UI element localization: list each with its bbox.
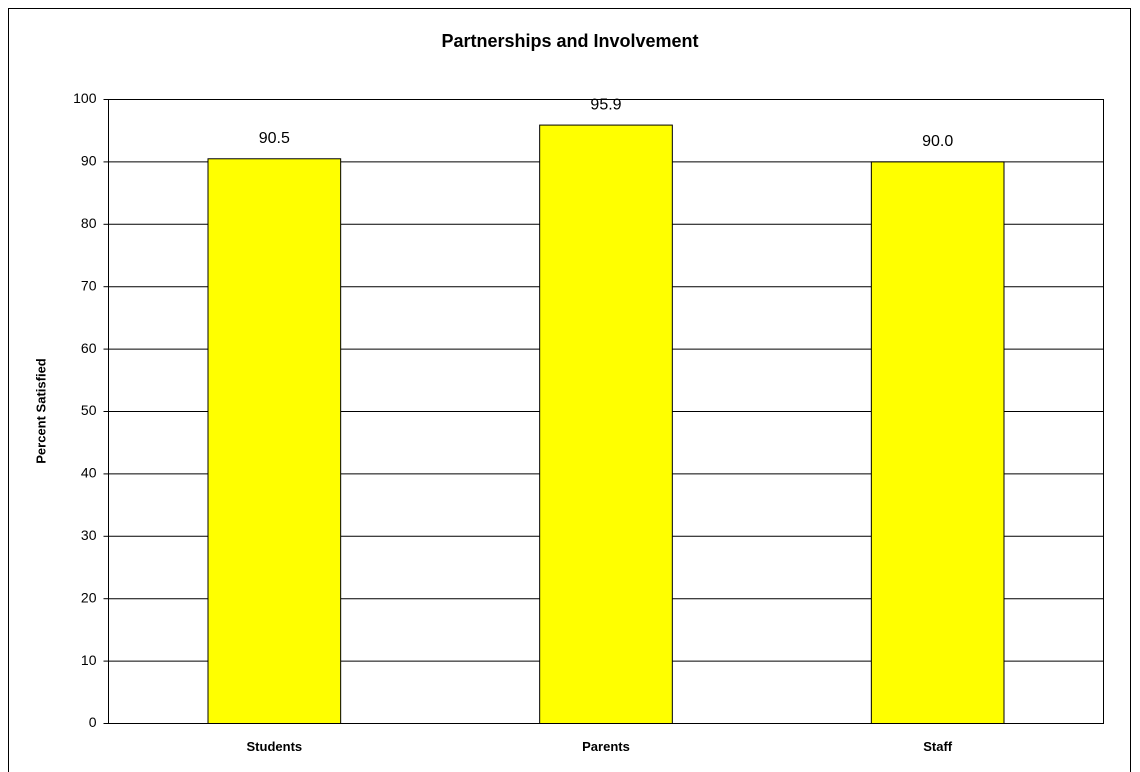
bar (870, 161, 1005, 724)
y-tick-label: 80 (81, 215, 97, 231)
bar (539, 124, 673, 725)
y-tick-label: 60 (81, 340, 97, 356)
y-tick-label: 30 (81, 527, 97, 543)
x-tick-label: Staff (923, 739, 953, 754)
y-tick-label: 40 (81, 465, 97, 481)
y-tick-label: 90 (81, 153, 97, 169)
y-tick-label: 70 (81, 277, 97, 293)
value-label: 90.5 (259, 130, 290, 147)
y-axis-label: Percent Satisfied (33, 358, 48, 464)
x-tick-label: Students (247, 739, 303, 754)
x-tick-label: Parents (582, 739, 630, 754)
y-tick-label: 0 (89, 714, 97, 730)
value-label: 95.9 (590, 96, 621, 113)
chart-title: Partnerships and Involvement (441, 31, 698, 51)
bar (207, 158, 342, 724)
y-tick-label: 50 (81, 402, 97, 418)
y-tick-label: 100 (73, 90, 97, 106)
y-tick-label: 20 (81, 589, 97, 605)
chart-frame (8, 8, 1131, 772)
value-label: 90.0 (922, 133, 953, 150)
y-tick-label: 10 (81, 652, 97, 668)
